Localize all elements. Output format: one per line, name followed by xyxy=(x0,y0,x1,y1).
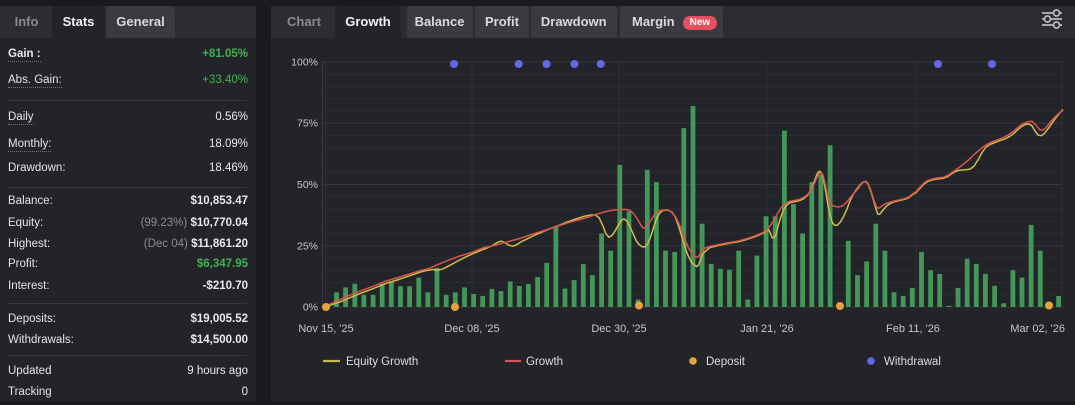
svg-text:Withdrawal: Withdrawal xyxy=(884,356,941,368)
svg-text:Deposit: Deposit xyxy=(706,356,746,368)
svg-text:Jan 21, '26: Jan 21, '26 xyxy=(740,323,793,335)
svg-text:0%: 0% xyxy=(303,302,318,314)
svg-text:Nov 15, '25: Nov 15, '25 xyxy=(298,323,353,335)
svg-text:Dec 30, '25: Dec 30, '25 xyxy=(591,323,646,335)
svg-text:75%: 75% xyxy=(297,118,318,130)
svg-text:Mar 02, '26: Mar 02, '26 xyxy=(1010,323,1065,335)
svg-text:50%: 50% xyxy=(297,179,318,191)
svg-text:25%: 25% xyxy=(297,240,318,252)
svg-text:Growth: Growth xyxy=(526,356,563,368)
svg-text:Equity Growth: Equity Growth xyxy=(346,356,418,368)
svg-text:Feb 11, '26: Feb 11, '26 xyxy=(886,323,940,335)
svg-text:100%: 100% xyxy=(291,57,318,69)
svg-text:Dec 08, '25: Dec 08, '25 xyxy=(444,323,499,335)
